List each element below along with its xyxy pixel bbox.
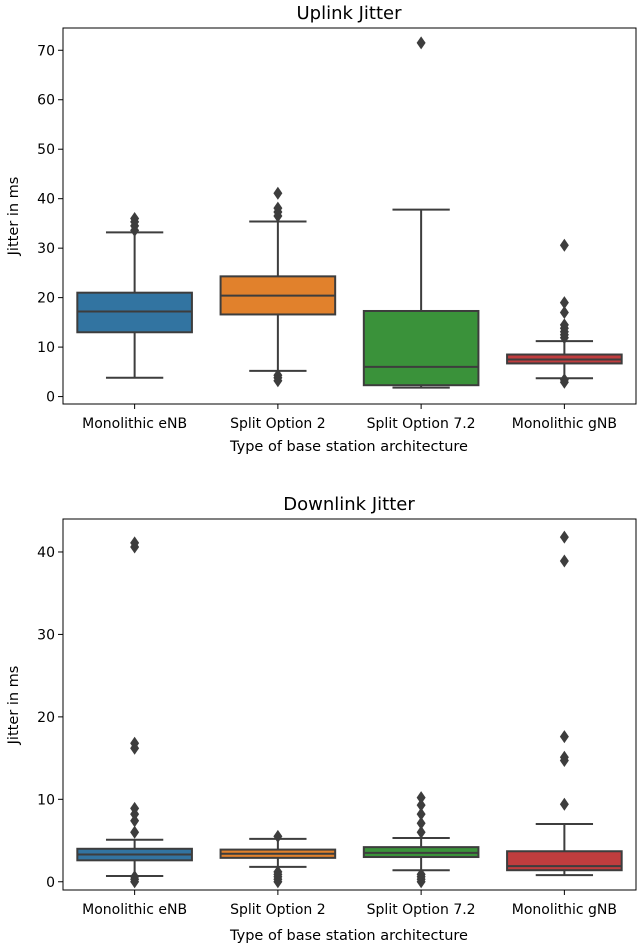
uplink-ytick-label: 0: [46, 390, 55, 406]
uplink-x-axis: Monolithic eNB Split Option 2 Split Option…: [82, 404, 617, 432]
downlink-xtick-label: Split Option 2: [230, 902, 326, 918]
outlier-point: [273, 829, 283, 843]
outlier-point: [416, 791, 426, 805]
uplink-ytick-label: 10: [37, 340, 55, 356]
outlier-point: [130, 536, 140, 550]
downlink-xtick-label: Monolithic gNB: [512, 902, 617, 918]
outlier-point: [273, 368, 283, 382]
uplink-xtick-label: Split Option 7.2: [367, 416, 476, 432]
downlink-plot-frame: [62, 518, 637, 891]
outlier-point: [416, 36, 426, 50]
downlink-ytick-label: 30: [37, 627, 55, 643]
uplink-xtick-label: Monolithic eNB: [82, 416, 187, 432]
uplink-title: Uplink Jitter: [296, 3, 402, 24]
uplink-ytick-label: 60: [37, 93, 55, 109]
outlier-point: [416, 807, 426, 821]
outlier-point: [273, 865, 283, 879]
downlink-ytick-label: 20: [37, 710, 55, 726]
downlink-ytick-label: 40: [37, 545, 55, 561]
outlier-point: [559, 530, 569, 544]
outlier-point: [130, 825, 140, 839]
uplink-boxes: [76, 36, 623, 389]
downlink-y-label: Jitter in ms: [6, 666, 22, 746]
outlier-point: [273, 186, 283, 200]
outlier-point: [559, 730, 569, 744]
outlier-point: [559, 750, 569, 764]
outlier-point: [416, 798, 426, 812]
uplink-ytick-label: 40: [37, 192, 55, 208]
outlier-point: [559, 238, 569, 252]
outlier-point: [130, 736, 140, 750]
uplink-box-4: [506, 238, 623, 389]
uplink-y-label: Jitter in ms: [6, 177, 22, 257]
uplink-y-axis: 0 10 20 30 40 50 60 70: [37, 43, 63, 406]
downlink-ytick-label: 0: [46, 875, 55, 891]
outlier-point: [416, 867, 426, 881]
uplink-ytick-label: 70: [37, 43, 55, 59]
uplink-ytick-label: 50: [37, 142, 55, 158]
downlink-box-1: [76, 536, 193, 889]
downlink-x-axis: Monolithic eNB Split Option 2 Split Option…: [82, 890, 617, 918]
outlier-point: [559, 797, 569, 811]
outlier-point: [130, 801, 140, 815]
uplink-xtick-label: Monolithic gNB: [512, 416, 617, 432]
outlier-point: [130, 211, 140, 225]
downlink-chart: 0 10 20 30 40 Monolithic eNB Split Option 2 Sp…: [6, 494, 637, 944]
uplink-box-2: [219, 186, 337, 388]
uplink-xtick-label: Split Option 2: [230, 416, 326, 432]
outlier-point: [416, 816, 426, 830]
downlink-x-label: Type of base station architecture: [229, 928, 468, 944]
uplink-plot-frame: [62, 27, 637, 405]
outlier-point: [559, 554, 569, 568]
outlier-point: [559, 318, 569, 332]
uplink-ytick-label: 20: [37, 291, 55, 307]
outlier-point: [273, 201, 283, 215]
uplink-ytick-label: 30: [37, 241, 55, 257]
downlink-box-4: [506, 530, 623, 877]
outlier-point: [130, 870, 140, 884]
outlier-point: [559, 296, 569, 310]
downlink-ytick-label: 10: [37, 792, 55, 808]
iqr-box: [362, 309, 480, 387]
uplink-box-3: [362, 36, 480, 389]
uplink-box-1: [76, 211, 193, 379]
downlink-box-3: [362, 791, 480, 889]
downlink-xtick-label: Split Option 7.2: [367, 902, 476, 918]
downlink-y-axis: 0 10 20 30 40: [37, 545, 63, 891]
outlier-point: [416, 825, 426, 839]
outlier-point: [559, 305, 569, 319]
downlink-box-2: [219, 829, 337, 889]
iqr-box: [506, 850, 623, 872]
downlink-xtick-label: Monolithic eNB: [82, 902, 187, 918]
downlink-boxes: [76, 530, 623, 889]
uplink-x-label: Type of base station architecture: [229, 439, 468, 455]
outlier-point: [559, 373, 569, 387]
downlink-title: Downlink Jitter: [283, 494, 415, 515]
outlier-point: [130, 814, 140, 828]
uplink-chart: 0 10 20 30 40 50 60 70 Monolithic eNB Split Opti…: [6, 3, 637, 455]
